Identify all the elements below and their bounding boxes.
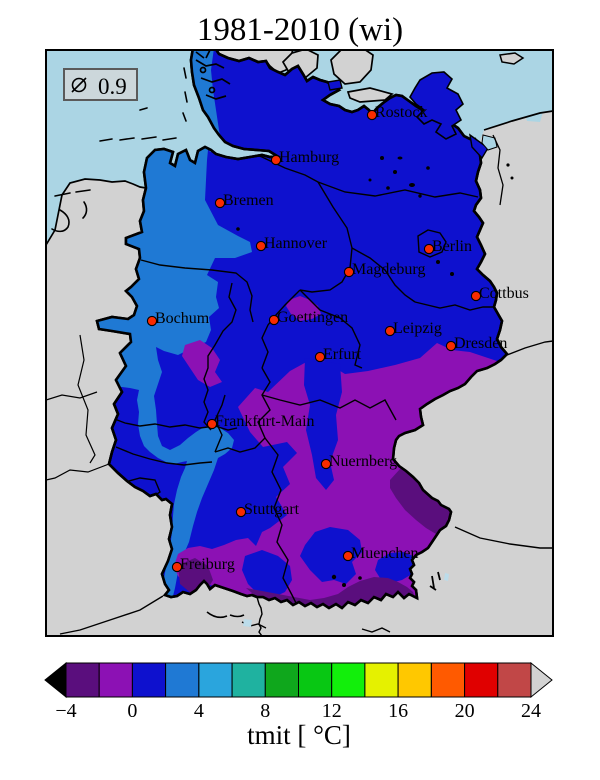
svg-text:Stuttgart: Stuttgart: [244, 501, 300, 518]
svg-text:12: 12: [322, 700, 342, 722]
svg-text:Rostock: Rostock: [375, 104, 427, 121]
svg-text:Berlin: Berlin: [432, 238, 472, 255]
svg-text:8: 8: [260, 700, 270, 722]
svg-text:24: 24: [521, 700, 541, 722]
svg-text:Freiburg: Freiburg: [180, 556, 235, 573]
svg-text:Hamburg: Hamburg: [279, 149, 339, 166]
svg-text:0.9: 0.9: [98, 74, 127, 99]
svg-text:20: 20: [455, 700, 475, 722]
svg-text:Leipzig: Leipzig: [393, 320, 442, 337]
svg-text:Muenchen: Muenchen: [351, 545, 419, 562]
svg-text:Nuernberg: Nuernberg: [329, 453, 397, 470]
svg-text:Bochum: Bochum: [155, 310, 210, 327]
svg-text:Goettingen: Goettingen: [277, 309, 348, 326]
svg-text:Erfurt: Erfurt: [323, 346, 362, 363]
svg-text:Magdeburg: Magdeburg: [352, 261, 425, 278]
svg-text:0: 0: [127, 700, 137, 722]
svg-text:Bremen: Bremen: [223, 192, 274, 209]
svg-text:4: 4: [194, 700, 204, 722]
svg-text:Frankfurt-Main: Frankfurt-Main: [215, 413, 315, 430]
svg-text:Dresden: Dresden: [454, 335, 507, 352]
svg-text:Cottbus: Cottbus: [479, 285, 529, 302]
svg-text:Hannover: Hannover: [264, 235, 328, 252]
svg-text:16: 16: [388, 700, 408, 722]
svg-text:tmit [ °C]: tmit [ °C]: [247, 720, 351, 750]
svg-text:−4: −4: [55, 700, 76, 722]
svg-text:1981-2010 (wi): 1981-2010 (wi): [197, 12, 403, 48]
